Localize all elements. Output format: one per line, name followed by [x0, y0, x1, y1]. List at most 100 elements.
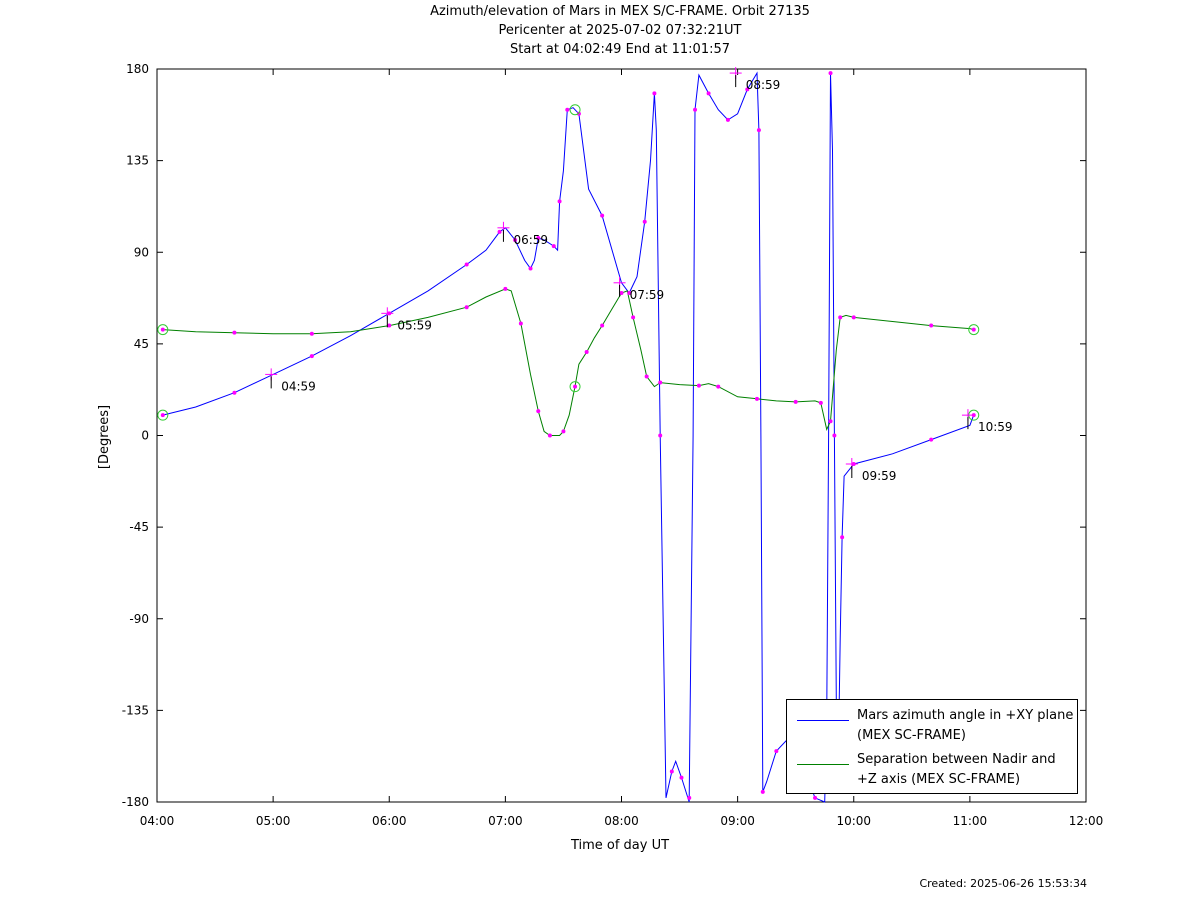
- data-point-marker: [513, 238, 518, 243]
- data-point-marker: [232, 330, 237, 335]
- data-point-marker: [669, 769, 674, 774]
- series-lines: [162, 71, 975, 803]
- plot-frame: [156, 68, 1087, 803]
- x-tick-label: 08:00: [604, 814, 639, 828]
- y-tick-label: -180: [122, 795, 149, 809]
- y-axis-label: [Degrees]: [97, 405, 112, 469]
- separation-series-line: [162, 288, 974, 436]
- endpoint-circle-marker: [569, 381, 581, 393]
- data-point-marker: [497, 229, 502, 234]
- data-point-marker: [232, 390, 237, 395]
- data-point-marker: [754, 396, 759, 401]
- data-point-marker: [551, 244, 556, 249]
- y-tick-label: -135: [122, 703, 149, 717]
- x-tick-label: 05:00: [256, 814, 291, 828]
- data-point-marker: [929, 323, 934, 328]
- data-point-marker: [774, 749, 779, 754]
- x-tick-label: 07:00: [488, 814, 523, 828]
- data-point-marker: [576, 111, 581, 116]
- y-tick-label: 45: [134, 337, 149, 351]
- data-point-marker: [642, 219, 647, 224]
- x-tick-label: 12:00: [1069, 814, 1104, 828]
- data-point-marker: [503, 286, 508, 291]
- time-label: 09:59: [862, 469, 897, 483]
- endpoint-circle-marker: [157, 324, 169, 336]
- time-label: 10:59: [978, 420, 1013, 434]
- time-label: 06:59: [513, 233, 548, 247]
- legend-label-separation: Separation between Nadir and +Z axis (ME…: [857, 752, 1056, 787]
- data-point-marker: [536, 235, 541, 240]
- data-point-marker: [760, 789, 765, 794]
- endpoint-circle-marker: [569, 104, 581, 116]
- data-point-marker: [557, 199, 562, 204]
- data-point-marker: [627, 290, 632, 295]
- data-point-marker: [658, 380, 663, 385]
- data-point-marker: [745, 87, 750, 92]
- data-point-marker: [160, 327, 165, 332]
- data-point-marker: [793, 399, 798, 404]
- data-point-marker: [518, 321, 523, 326]
- legend-entry-separation: Separation between Nadir and +Z axis (ME…: [795, 750, 1075, 790]
- data-point-marker: [631, 315, 636, 320]
- data-point-marker: [565, 107, 570, 112]
- data-point-marker: [725, 117, 730, 122]
- data-point-marker: [309, 354, 314, 359]
- data-point-marker: [658, 433, 663, 438]
- endpoint-circle-marker: [968, 324, 980, 336]
- x-tick-label: 10:00: [836, 814, 871, 828]
- data-point-marker: [929, 437, 934, 442]
- data-point-marker: [851, 315, 856, 320]
- data-point-marker: [840, 535, 845, 540]
- x-tick-label: 11:00: [953, 814, 988, 828]
- endpoint-circle-marker: [157, 409, 169, 421]
- data-point-marker: [832, 433, 837, 438]
- data-point-marker: [644, 374, 649, 379]
- data-point-marker: [619, 290, 624, 295]
- data-point-marker: [693, 107, 698, 112]
- data-point-marker: [600, 323, 605, 328]
- y-tick-label: 0: [141, 429, 149, 443]
- y-tick-label: 135: [126, 154, 149, 168]
- data-point-marker: [547, 433, 552, 438]
- data-point-marker: [716, 384, 721, 389]
- data-point-marker: [828, 419, 833, 424]
- data-point-marker: [536, 409, 541, 414]
- data-point-marker: [679, 775, 684, 780]
- time-label: 05:59: [397, 318, 432, 332]
- data-point-marker: [813, 795, 818, 800]
- data-point-marker: [309, 331, 314, 336]
- data-point-marker: [838, 315, 843, 320]
- chart-title-line-2: Pericenter at 2025-07-02 07:32:21UT: [498, 23, 742, 38]
- data-point-marker: [687, 795, 692, 800]
- y-tick-label: -45: [129, 520, 149, 534]
- data-point-marker: [573, 384, 578, 389]
- data-point-marker: [387, 323, 392, 328]
- legend-swatch-azimuth: [797, 720, 849, 721]
- y-tick-label: -90: [129, 612, 149, 626]
- time-label: 08:59: [746, 78, 781, 92]
- time-label: 07:59: [630, 288, 665, 302]
- legend-label-azimuth: Mars azimuth angle in +XY plane (MEX SC-…: [857, 708, 1074, 743]
- data-point-marker: [160, 413, 165, 418]
- x-axis-label: Time of day UT: [570, 838, 669, 853]
- series-markers: [157, 71, 980, 800]
- data-point-marker: [464, 305, 469, 310]
- data-point-marker: [528, 266, 533, 271]
- legend-swatch-separation: [797, 764, 849, 765]
- data-point-marker: [600, 213, 605, 218]
- time-label: 04:59: [281, 379, 316, 393]
- time-labels: 04:59 05:59 06:59 07:59 08:59 09:59 10:59: [265, 67, 1013, 483]
- y-tick-label: 180: [126, 62, 149, 76]
- data-point-marker: [828, 71, 833, 76]
- axis-ticks: 04:00 05:00 06:00 07:00 08:00 09:00 10:00 11:00…: [122, 62, 1104, 828]
- data-point-marker: [561, 429, 566, 434]
- data-point-marker: [584, 350, 589, 355]
- x-tick-label: 09:00: [720, 814, 755, 828]
- data-point-marker: [464, 262, 469, 267]
- legend: Mars azimuth angle in +XY plane (MEX SC-…: [786, 699, 1078, 794]
- data-point-marker: [706, 91, 711, 96]
- legend-entry-azimuth: Mars azimuth angle in +XY plane (MEX SC-…: [795, 706, 1075, 746]
- data-point-marker: [756, 128, 761, 133]
- data-point-marker: [818, 400, 823, 405]
